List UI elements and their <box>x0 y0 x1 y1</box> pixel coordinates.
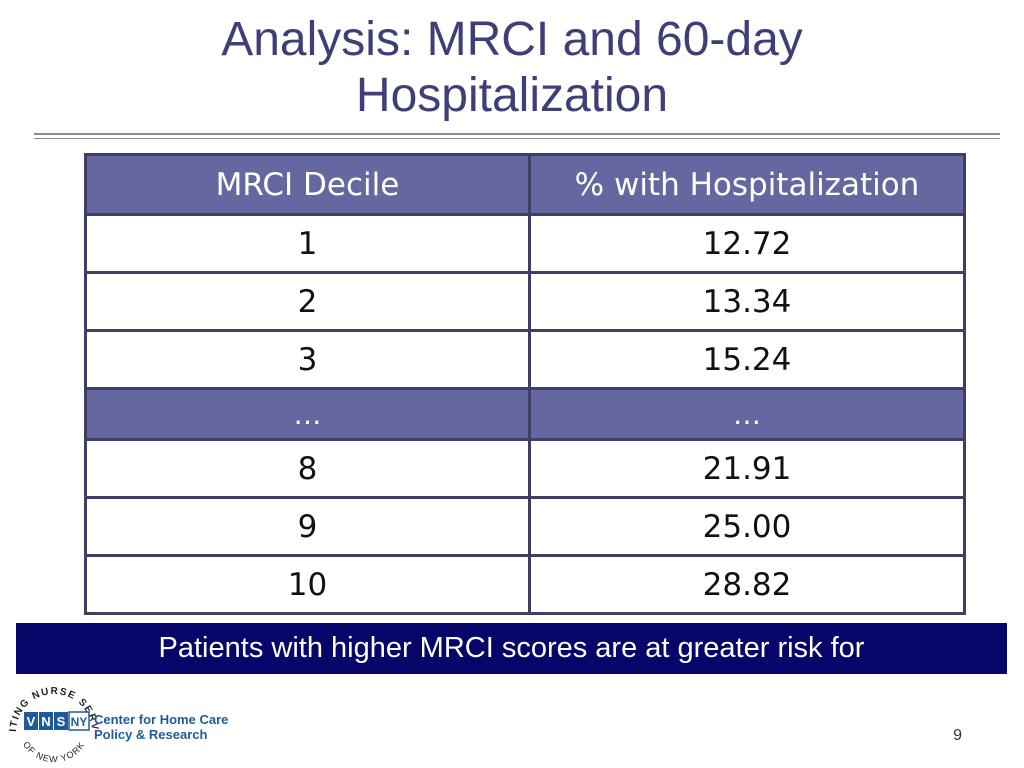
slide-title-line-1: Analysis: MRCI and 60-day <box>221 13 803 66</box>
mrci-hospitalization-table: MRCI Decile % with Hospitalization 1 12.… <box>84 153 966 615</box>
decile-cell: 10 <box>84 554 531 615</box>
table-row: 2 13.34 <box>84 271 966 332</box>
table-row: 1 12.72 <box>84 213 966 274</box>
header-pct-hospitalization: % with Hospitalization <box>528 153 966 216</box>
decile-cell: 1 <box>84 213 531 274</box>
decile-cell: 3 <box>84 329 531 390</box>
decile-cell: … <box>84 387 531 441</box>
table-row: 9 25.00 <box>84 496 966 557</box>
table-row: 10 28.82 <box>84 554 966 615</box>
vnsny-logo: VISITING NURSE SERVICE OF NEW YORK V N S… <box>6 676 99 764</box>
title-divider-top <box>34 133 1000 135</box>
table-row: 3 15.24 <box>84 329 966 390</box>
pct-cell: 15.24 <box>528 329 966 390</box>
logo-mark: V N S NY <box>24 711 90 731</box>
header-mrci-decile: MRCI Decile <box>84 153 531 216</box>
pct-cell: 25.00 <box>528 496 966 557</box>
logo-letter-n: N <box>41 714 50 729</box>
logo-letters-ny: NY <box>71 715 88 729</box>
pct-cell: 21.91 <box>528 438 966 499</box>
pct-cell: 12.72 <box>528 213 966 274</box>
decile-cell: 9 <box>84 496 531 557</box>
org-name: Center for Home Care Policy & Research <box>94 712 228 742</box>
title-divider-bottom <box>34 138 1000 139</box>
page-number: 9 <box>953 727 962 744</box>
pct-cell: … <box>528 387 966 441</box>
decile-cell: 2 <box>84 271 531 332</box>
table-row: 8 21.91 <box>84 438 966 499</box>
decile-cell: 8 <box>84 438 531 499</box>
slide-title-line-2: Hospitalization <box>355 69 669 122</box>
org-name-line-2: Policy & Research <box>94 727 208 742</box>
table-row-ellipsis: … … <box>84 387 966 441</box>
table-header-row: MRCI Decile % with Hospitalization <box>84 153 966 216</box>
key-finding-callout: Patients with higher MRCI scores are at … <box>16 623 1007 674</box>
slide-title: Analysis: MRCI and 60-day Hospitalizatio… <box>0 12 1024 124</box>
pct-cell: 28.82 <box>528 554 966 615</box>
logo-letter-v: V <box>27 714 36 729</box>
logo-ring-bottom-text: OF NEW YORK <box>21 740 87 764</box>
logo-letter-s: S <box>57 714 66 729</box>
org-name-line-1: Center for Home Care <box>94 712 229 727</box>
pct-cell: 13.34 <box>528 271 966 332</box>
